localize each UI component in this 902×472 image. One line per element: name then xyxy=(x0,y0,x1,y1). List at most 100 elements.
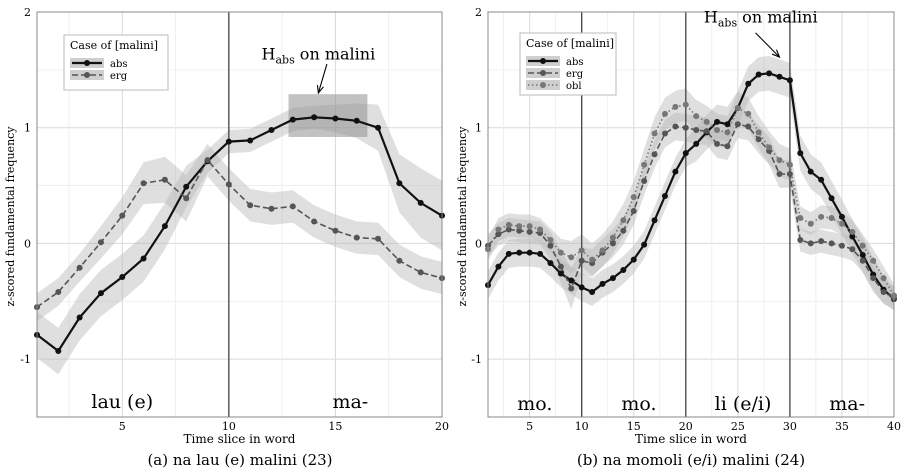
x-tick-label: 40 xyxy=(887,420,901,433)
data-point-erg xyxy=(838,242,845,249)
annotation-rest: on malini xyxy=(295,44,375,63)
data-point-obl xyxy=(880,275,887,282)
data-point-abs xyxy=(766,70,773,77)
data-point-abs xyxy=(589,289,596,296)
data-point-obl xyxy=(537,226,544,233)
data-point-obl xyxy=(766,144,773,151)
data-point-erg xyxy=(375,235,382,242)
data-point-obl xyxy=(849,228,856,235)
data-point-abs xyxy=(289,116,296,123)
annotation-arrow xyxy=(317,63,328,94)
annotation-subscript: abs xyxy=(275,53,295,66)
data-point-erg xyxy=(703,128,710,135)
series-line-erg xyxy=(36,158,443,308)
annotation: Habs on malini xyxy=(262,44,376,95)
y-tick-label: 0 xyxy=(24,237,31,250)
x-tick-label: 15 xyxy=(328,420,342,433)
region-label: mo. xyxy=(621,393,656,415)
data-point-erg xyxy=(353,234,360,241)
data-point-erg xyxy=(734,121,741,128)
legend-marker-erg xyxy=(540,70,546,76)
region-label: lau (e) xyxy=(91,391,153,413)
data-point-abs xyxy=(714,118,721,125)
data-point-abs xyxy=(599,280,606,287)
highlight-box xyxy=(288,94,368,137)
data-point-obl xyxy=(838,220,845,227)
legend-entry-erg: erg xyxy=(566,69,584,80)
data-point-obl xyxy=(682,101,689,108)
data-point-obl xyxy=(599,247,606,254)
annotation-label: Habs on malini xyxy=(262,44,376,66)
annotation-arrow xyxy=(755,32,780,58)
data-point-obl xyxy=(672,103,679,110)
series-points xyxy=(485,70,897,302)
data-point-erg xyxy=(828,240,835,247)
y-axis-label: z-scored fundamental frequency xyxy=(456,126,469,307)
x-tick-label: 15 xyxy=(627,420,641,433)
data-point-abs xyxy=(568,277,575,284)
plot-frame xyxy=(487,11,895,418)
y-tick-label: -1 xyxy=(471,353,482,366)
annotation-arrowhead xyxy=(771,49,781,59)
data-point-erg xyxy=(870,275,877,282)
data-point-erg xyxy=(557,263,564,270)
data-point-erg xyxy=(880,289,887,296)
data-point-abs xyxy=(661,192,668,199)
data-point-erg xyxy=(859,257,866,264)
x-tick-label: 10 xyxy=(575,420,589,433)
data-point-abs xyxy=(537,250,544,257)
figure-caption: (a) na lau (e) malini (23) xyxy=(147,451,332,469)
data-point-obl xyxy=(557,249,564,256)
x-tick-label: 5 xyxy=(526,420,533,433)
data-point-erg xyxy=(526,228,533,235)
legend-title: Case of [malini] xyxy=(70,39,158,52)
data-point-abs xyxy=(641,241,648,248)
confidence-band-obl xyxy=(488,88,894,308)
x-tick-label: 10 xyxy=(222,420,236,433)
data-point-obl xyxy=(693,113,700,120)
data-point-erg xyxy=(786,171,793,177)
data-point-obl xyxy=(630,194,637,201)
series-lines xyxy=(36,116,443,353)
y-tick-label: 2 xyxy=(24,6,31,19)
data-point-obl xyxy=(828,214,835,221)
x-tick-label: 30 xyxy=(783,420,797,433)
x-tick-label: 5 xyxy=(119,420,126,433)
data-point-erg xyxy=(714,140,721,147)
series-line-abs xyxy=(487,72,895,300)
data-point-abs xyxy=(375,124,382,131)
data-point-abs xyxy=(557,270,564,277)
data-point-erg xyxy=(495,231,502,238)
y-axis-label: z-scored fundamental frequency xyxy=(4,126,17,307)
region-label: li (e/i) xyxy=(715,393,772,415)
data-point-abs xyxy=(745,80,752,87)
data-point-erg xyxy=(204,157,211,164)
data-point-abs xyxy=(505,250,512,257)
data-point-obl xyxy=(651,130,658,137)
annotation-h: H xyxy=(262,44,276,63)
data-point-erg xyxy=(620,227,627,234)
data-point-obl xyxy=(495,226,502,233)
x-axis-label: Time slice in word xyxy=(184,432,296,446)
series-lines xyxy=(487,72,895,300)
data-point-obl xyxy=(609,234,616,241)
data-point-obl xyxy=(755,129,762,136)
data-point-erg xyxy=(755,136,762,143)
data-point-erg xyxy=(505,226,512,233)
data-point-abs xyxy=(76,314,83,321)
data-point-erg xyxy=(807,240,814,247)
data-point-erg xyxy=(797,236,804,243)
data-point-obl xyxy=(870,257,877,264)
data-point-obl xyxy=(797,214,804,221)
x-tick-label: 25 xyxy=(731,420,745,433)
data-point-obl xyxy=(724,129,731,136)
data-point-abs xyxy=(786,77,793,84)
data-point-erg xyxy=(268,205,275,212)
data-point-erg xyxy=(661,130,668,137)
data-point-erg xyxy=(417,269,424,276)
data-point-erg xyxy=(289,203,296,210)
data-point-abs xyxy=(140,255,147,262)
data-point-abs xyxy=(417,199,424,206)
data-point-abs xyxy=(311,114,318,121)
